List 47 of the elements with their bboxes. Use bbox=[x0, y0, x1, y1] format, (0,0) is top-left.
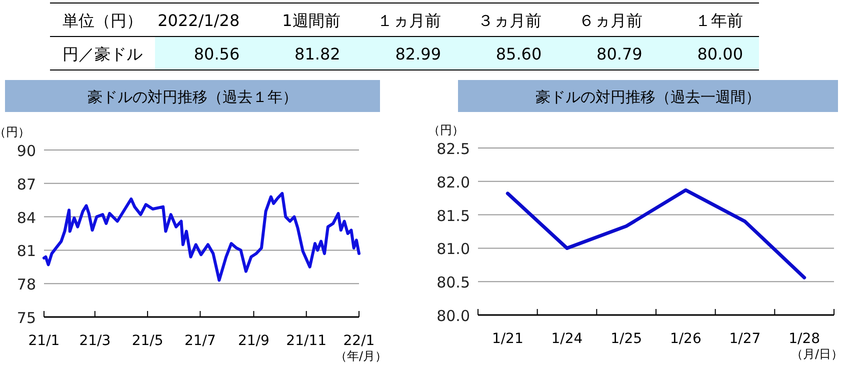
x-axis-title: （年/月） bbox=[334, 349, 387, 363]
x-tick-label: 1/25 bbox=[610, 331, 642, 347]
y-tick-label: 81.0 bbox=[436, 240, 470, 258]
y-tick-label: 75 bbox=[16, 309, 36, 327]
y-tick-label: 81 bbox=[16, 242, 36, 260]
chart-title: 豪ドルの対円推移（過去一週間） bbox=[536, 88, 760, 106]
category-label: ６ヵ月前 bbox=[578, 10, 642, 30]
y-tick-label: 82.5 bbox=[436, 140, 470, 158]
x-tick-label: 21/1 bbox=[28, 333, 60, 349]
chart-title: 豪ドルの対円推移（過去１年） bbox=[88, 88, 298, 106]
y-tick-label: 78 bbox=[16, 276, 36, 294]
x-tick-label: 1/21 bbox=[492, 331, 524, 347]
y-tick-label: 81.5 bbox=[436, 206, 470, 225]
line-series bbox=[506, 188, 806, 280]
text: 80.00 bbox=[697, 44, 743, 64]
x-tick-label: 21/5 bbox=[132, 333, 164, 349]
text: 80.79 bbox=[596, 44, 642, 64]
category-label: １ヵ月前 bbox=[377, 10, 441, 30]
text: 単位（円） bbox=[62, 10, 142, 30]
text: 80.56 bbox=[194, 44, 240, 64]
line-series bbox=[42, 192, 360, 282]
y-axis-title: （円） bbox=[428, 123, 464, 137]
y-tick-label: 82.0 bbox=[436, 173, 470, 192]
y-tick-label: 80.5 bbox=[436, 274, 470, 292]
category-label: ３ヵ月前 bbox=[478, 10, 542, 30]
x-tick-label: 21/9 bbox=[238, 333, 270, 349]
x-tick-label: 22/1 bbox=[343, 333, 375, 349]
y-tick-label: 80.0 bbox=[436, 307, 470, 325]
category-label: 2022/1/28 bbox=[158, 10, 240, 30]
y-tick-label: 87 bbox=[16, 175, 36, 194]
x-tick-label: 1/26 bbox=[670, 331, 702, 347]
category-label: １年前 bbox=[695, 10, 743, 30]
y-tick-label: 90 bbox=[16, 142, 36, 160]
x-tick-label: 1/24 bbox=[551, 331, 583, 347]
text: 81.82 bbox=[294, 44, 340, 64]
x-tick-label: 1/27 bbox=[729, 331, 761, 347]
text: 85.60 bbox=[496, 44, 542, 64]
text: 82.99 bbox=[395, 44, 441, 64]
x-axis-title: （月/日） bbox=[790, 347, 843, 361]
y-axis-title: （円） bbox=[0, 125, 30, 139]
x-tick-label: 21/11 bbox=[286, 333, 327, 349]
y-tick-label: 84 bbox=[16, 208, 36, 227]
category-label: 1週間前 bbox=[282, 10, 340, 30]
x-tick-label: 21/3 bbox=[79, 333, 111, 349]
x-tick-label: 21/7 bbox=[184, 333, 216, 349]
text: 円／豪ドル bbox=[62, 44, 142, 64]
x-tick-label: 1/28 bbox=[788, 331, 820, 347]
